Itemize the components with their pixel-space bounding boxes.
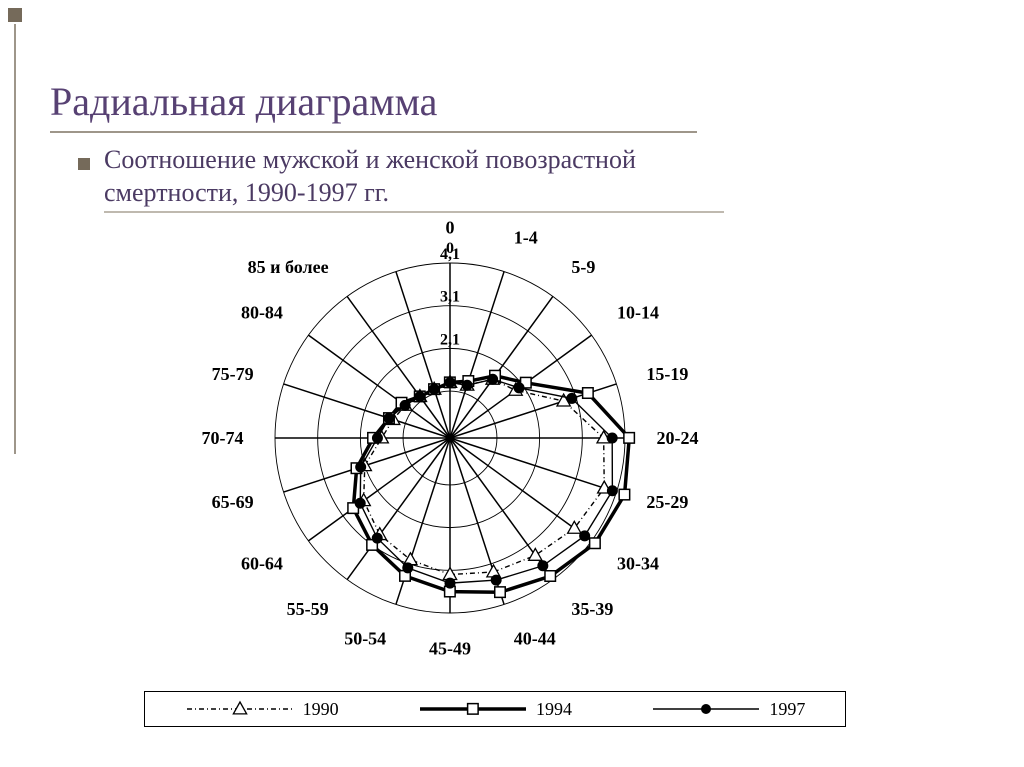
svg-text:40-44: 40-44 [514,628,556,648]
svg-text:55-59: 55-59 [287,599,329,619]
svg-text:5-9: 5-9 [571,257,595,277]
svg-text:15-19: 15-19 [646,364,688,384]
svg-text:25-29: 25-29 [646,492,688,512]
bullet-icon [78,158,90,170]
svg-text:20-24: 20-24 [657,428,699,448]
legend-item-1994: 1994 [418,698,572,720]
svg-text:10-14: 10-14 [617,303,659,323]
vertical-deco-line [14,24,16,454]
legend-item-1997: 1997 [651,698,805,720]
svg-text:3,1: 3,1 [440,289,460,306]
svg-text:2,1: 2,1 [440,331,460,348]
svg-text:35-39: 35-39 [571,599,613,619]
legend-label: 1994 [536,699,572,720]
svg-text:1-4: 1-4 [514,228,538,248]
svg-text:0: 0 [446,218,455,238]
svg-text:45-49: 45-49 [429,639,471,659]
svg-text:60-64: 60-64 [241,553,283,573]
svg-text:50-54: 50-54 [344,628,386,648]
radar-chart: 2,13,14,1001-45-910-1415-1920-2425-2930-… [130,218,890,688]
slide: Радиальная диаграмма Соотношение мужской… [0,0,1024,767]
legend-item-1990: 1990 [185,698,339,720]
slide-title: Радиальная диаграмма [50,78,697,133]
svg-text:75-79: 75-79 [212,364,254,384]
corner-square-icon [8,8,22,22]
legend-label: 1997 [769,699,805,720]
legend-label: 1990 [303,699,339,720]
svg-text:65-69: 65-69 [212,492,254,512]
svg-text:70-74: 70-74 [202,428,244,448]
svg-text:85 и более: 85 и более [248,257,329,277]
svg-text:80-84: 80-84 [241,303,283,323]
slide-subtitle: Соотношение мужской и женской повозрастн… [104,144,724,213]
svg-text:30-34: 30-34 [617,553,659,573]
legend: 1990 1994 1997 [144,691,846,727]
svg-text:0: 0 [446,240,454,257]
